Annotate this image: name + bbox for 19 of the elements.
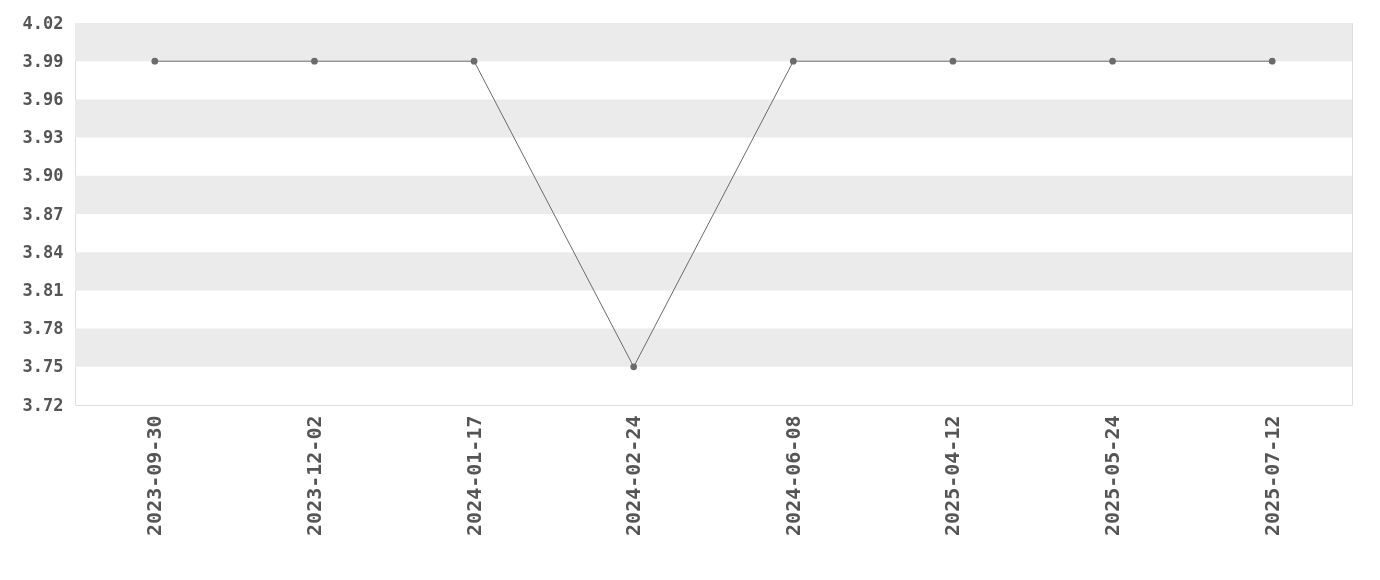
y-tick-label: 4.02 <box>22 12 64 33</box>
x-tick-label: 2023-09-30 <box>142 415 167 536</box>
y-tick-label: 3.99 <box>22 50 64 71</box>
y-tick-label: 3.93 <box>22 127 64 148</box>
x-tick-label: 2023-12-02 <box>301 415 326 536</box>
x-tick-label: 2025-04-12 <box>940 415 965 536</box>
x-tick-label: 2024-06-08 <box>780 415 805 536</box>
x-tick-label: 2024-02-24 <box>621 415 646 536</box>
y-tick-label: 3.96 <box>22 88 64 109</box>
y-tick-label: 3.78 <box>22 318 64 339</box>
y-tick-label: 3.72 <box>22 394 64 415</box>
y-tick-label: 3.84 <box>22 241 64 262</box>
x-tick-label: 2025-05-24 <box>1100 415 1125 536</box>
y-tick-label: 3.81 <box>22 279 64 300</box>
x-tick-label: 2024-01-17 <box>461 415 486 536</box>
y-tick-label: 3.87 <box>22 203 64 224</box>
y-tick-label: 3.90 <box>22 165 64 186</box>
x-tick-label: 2025-07-12 <box>1259 415 1284 536</box>
y-tick-label: 3.75 <box>22 356 64 377</box>
